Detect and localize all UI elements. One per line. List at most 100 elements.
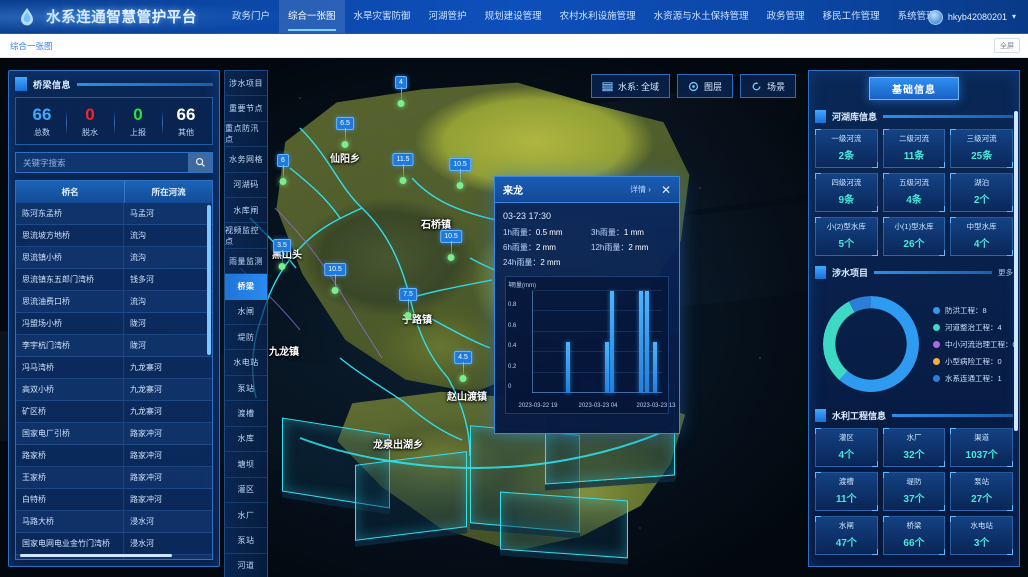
breadcrumb[interactable]: 综合一张图 <box>10 40 53 51</box>
kpi-card[interactable]: 水闸 47个 <box>815 516 878 555</box>
table-row[interactable]: 思流镇小桥 流沟 <box>16 247 212 269</box>
sidebar-item-12[interactable]: 泵站 <box>225 375 267 402</box>
top-navigation-bar: 水系连通智慧管护平台 政务门户 综合一张图 水旱灾害防御 河湖管护 规划建设管理… <box>0 0 1028 34</box>
table-row[interactable]: 国家电厂引桥 路家冲河 <box>16 423 212 445</box>
water-project-more-link[interactable]: 更多 <box>998 268 1013 277</box>
sidebar-item-18[interactable]: 泵站 <box>225 528 267 554</box>
popup-detail-link[interactable]: 详情 › <box>630 185 651 194</box>
table-row[interactable]: 思流坡方地桥 流沟 <box>16 225 212 247</box>
nav-item-8[interactable]: 移民工作管理 <box>822 10 880 22</box>
kpi-label: 五级河流 <box>898 178 929 187</box>
nav-item-7[interactable]: 政务管理 <box>766 10 805 22</box>
kpi-card[interactable]: 灌区 4个 <box>815 428 878 467</box>
bridge-table[interactable]: 桥名 所在河流 陈河东孟桥 马孟河 思流坡方地桥 流沟 思流镇小桥 流沟 思流镇东五郎… <box>15 180 213 560</box>
table-row[interactable]: 高双小桥 九龙寨河 <box>16 379 212 401</box>
sidebar-item-19[interactable]: 河道 <box>225 553 267 577</box>
sidebar-item-14[interactable]: 水库 <box>225 426 267 453</box>
table-row[interactable]: 冯马湾桥 九龙寨河 <box>16 357 212 379</box>
table-row[interactable]: 国家电网电业金竹门湾桥 浸水河 <box>16 533 212 555</box>
sidebar-item-3[interactable]: 水务网格 <box>225 147 267 173</box>
metric-1h-label: 1h雨量 <box>503 228 528 237</box>
kpi-card[interactable]: 泵站 27个 <box>950 472 1013 511</box>
table-row[interactable]: 马路大桥 浸水河 <box>16 511 212 533</box>
kpi-card[interactable]: 二级河流 11条 <box>882 129 946 168</box>
nav-item-0[interactable]: 政务门户 <box>232 10 271 22</box>
sidebar-item-16[interactable]: 灌区 <box>225 477 267 503</box>
map-stage[interactable]: 仙阳乡 石桥镇 黑山头 子路镇 九龙镇 赵山渡镇 龙泉出湖乡 4 6.5 11.… <box>0 58 1028 577</box>
chart-y-tick-1: 0.2 <box>508 363 517 370</box>
sidebar-item-2[interactable]: 重点防汛点 <box>225 121 267 148</box>
kpi-card[interactable]: 堤防 37个 <box>882 472 946 511</box>
table-row[interactable]: 王家桥 路家冲河 <box>16 467 212 489</box>
chart-x-tick-1: 2023-03-23 04 <box>578 403 618 409</box>
sidebar-item-6[interactable]: 视频监控点 <box>225 223 267 249</box>
pin-dot <box>447 254 455 261</box>
sidebar-item-11[interactable]: 水电站 <box>225 350 267 376</box>
sidebar-item-10[interactable]: 堤防 <box>225 325 267 351</box>
sidebar-item-8[interactable]: 桥梁 <box>225 274 267 300</box>
chart-x-tick-2: 2023-03-23 13 <box>636 403 676 409</box>
search-icon[interactable] <box>188 153 212 172</box>
table-row[interactable]: 白特桥 路家冲河 <box>16 489 212 511</box>
sidebar-item-1[interactable]: 重要节点 <box>225 96 267 122</box>
table-row[interactable]: 矿区桥 九龙寨河 <box>16 401 212 423</box>
sidebar-item-7[interactable]: 雨量监测 <box>225 248 267 275</box>
pin-stem <box>408 299 409 315</box>
water-system-scope-button[interactable]: 水系: 全域 <box>590 74 670 98</box>
section-rule <box>892 414 1013 417</box>
kpi-card[interactable]: 小(2)型水库 5个 <box>815 217 878 256</box>
metric-12h-value: 2 mm <box>628 243 649 252</box>
table-row[interactable]: 思流镇东五郎门湾桥 钱多河 <box>16 269 212 291</box>
chart-plot-area: 0 0.2 0.4 0.6 0.8 1 <box>508 282 662 393</box>
popup-metrics-grid: 1h雨量：0.5 mm 3h雨量：1 mm 6h雨量：2 mm 12h雨量：2 … <box>503 227 671 268</box>
kpi-card[interactable]: 水厂 32个 <box>882 428 946 467</box>
nav-item-6[interactable]: 水资源与水土保持管理 <box>653 10 749 22</box>
sidebar-item-13[interactable]: 渡槽 <box>225 401 267 427</box>
sidebar-item-4[interactable]: 河湖码 <box>225 172 267 199</box>
sidebar-item-15[interactable]: 塘坝 <box>225 452 267 478</box>
right-panel-scrollbar[interactable] <box>1014 111 1018 431</box>
close-icon[interactable]: ✕ <box>660 182 671 197</box>
table-row[interactable]: 陈河东孟桥 马孟河 <box>16 203 212 225</box>
kpi-card[interactable]: 渡槽 11个 <box>815 472 878 511</box>
kpi-card[interactable]: 一级河流 2条 <box>815 129 878 168</box>
cell-river: 九龙寨河 <box>130 385 162 394</box>
popup-header: 来龙 详情 › ✕ <box>495 177 679 203</box>
table-row[interactable]: 冯盟场小桥 陇河 <box>16 313 212 335</box>
kpi-card[interactable]: 四级河流 9条 <box>815 173 878 212</box>
fullscreen-button[interactable]: 全屏 <box>994 38 1020 53</box>
sub-header-bar: 综合一张图 全屏 <box>0 34 1028 58</box>
table-horizontal-scrollbar[interactable] <box>20 554 172 557</box>
kpi-card[interactable]: 三级河流 25条 <box>950 129 1013 168</box>
kpi-card[interactable]: 五级河流 4条 <box>882 173 946 212</box>
layer-button[interactable]: 图层 <box>676 74 733 98</box>
stat-other-value: 66 <box>176 105 196 124</box>
kpi-card[interactable]: 小(1)型水库 26个 <box>882 217 946 256</box>
kpi-card[interactable]: 水电站 3个 <box>950 516 1013 555</box>
nav-item-5[interactable]: 农村水利设施管理 <box>559 10 636 22</box>
kpi-card[interactable]: 湖泊 2个 <box>950 173 1013 212</box>
chart-bar <box>610 291 614 393</box>
search-input[interactable] <box>15 152 213 173</box>
table-row[interactable]: 李宇杭门湾桥 陇河 <box>16 335 212 357</box>
sidebar-item-9[interactable]: 水闸 <box>225 299 267 326</box>
nav-item-3[interactable]: 河湖管护 <box>428 10 467 22</box>
metric-24h-value: 2 mm <box>540 258 561 267</box>
kpi-card[interactable]: 中型水库 4个 <box>950 217 1013 256</box>
nav-item-4[interactable]: 规划建设管理 <box>484 10 542 22</box>
table-vertical-scrollbar[interactable] <box>207 205 211 355</box>
sidebar-item-0[interactable]: 涉水项目 <box>225 71 267 97</box>
sidebar-item-17[interactable]: 水厂 <box>225 502 267 529</box>
sidebar-item-5[interactable]: 水库闸 <box>225 198 267 224</box>
table-row[interactable]: 吴罗毛场桥浸水河 <box>16 555 212 559</box>
nav-item-2[interactable]: 水旱灾害防御 <box>353 10 411 22</box>
table-row[interactable]: 思流油费口桥 流沟 <box>16 291 212 313</box>
user-menu[interactable]: hkyb42080201 ▾ <box>927 0 1016 33</box>
nav-item-1[interactable]: 综合一张图 <box>279 0 345 33</box>
scene-button[interactable]: 场景 <box>739 74 796 98</box>
table-row[interactable]: 路家桥 路家冲河 <box>16 445 212 467</box>
left-panel: 桥梁信息 66 总数 0 脱水 0 上报 66 其他 <box>8 70 220 567</box>
kpi-card[interactable]: 桥梁 66个 <box>882 516 946 555</box>
nav-item-9[interactable]: 系统管理 <box>897 10 936 22</box>
kpi-card[interactable]: 渠道 1037个 <box>950 428 1013 467</box>
